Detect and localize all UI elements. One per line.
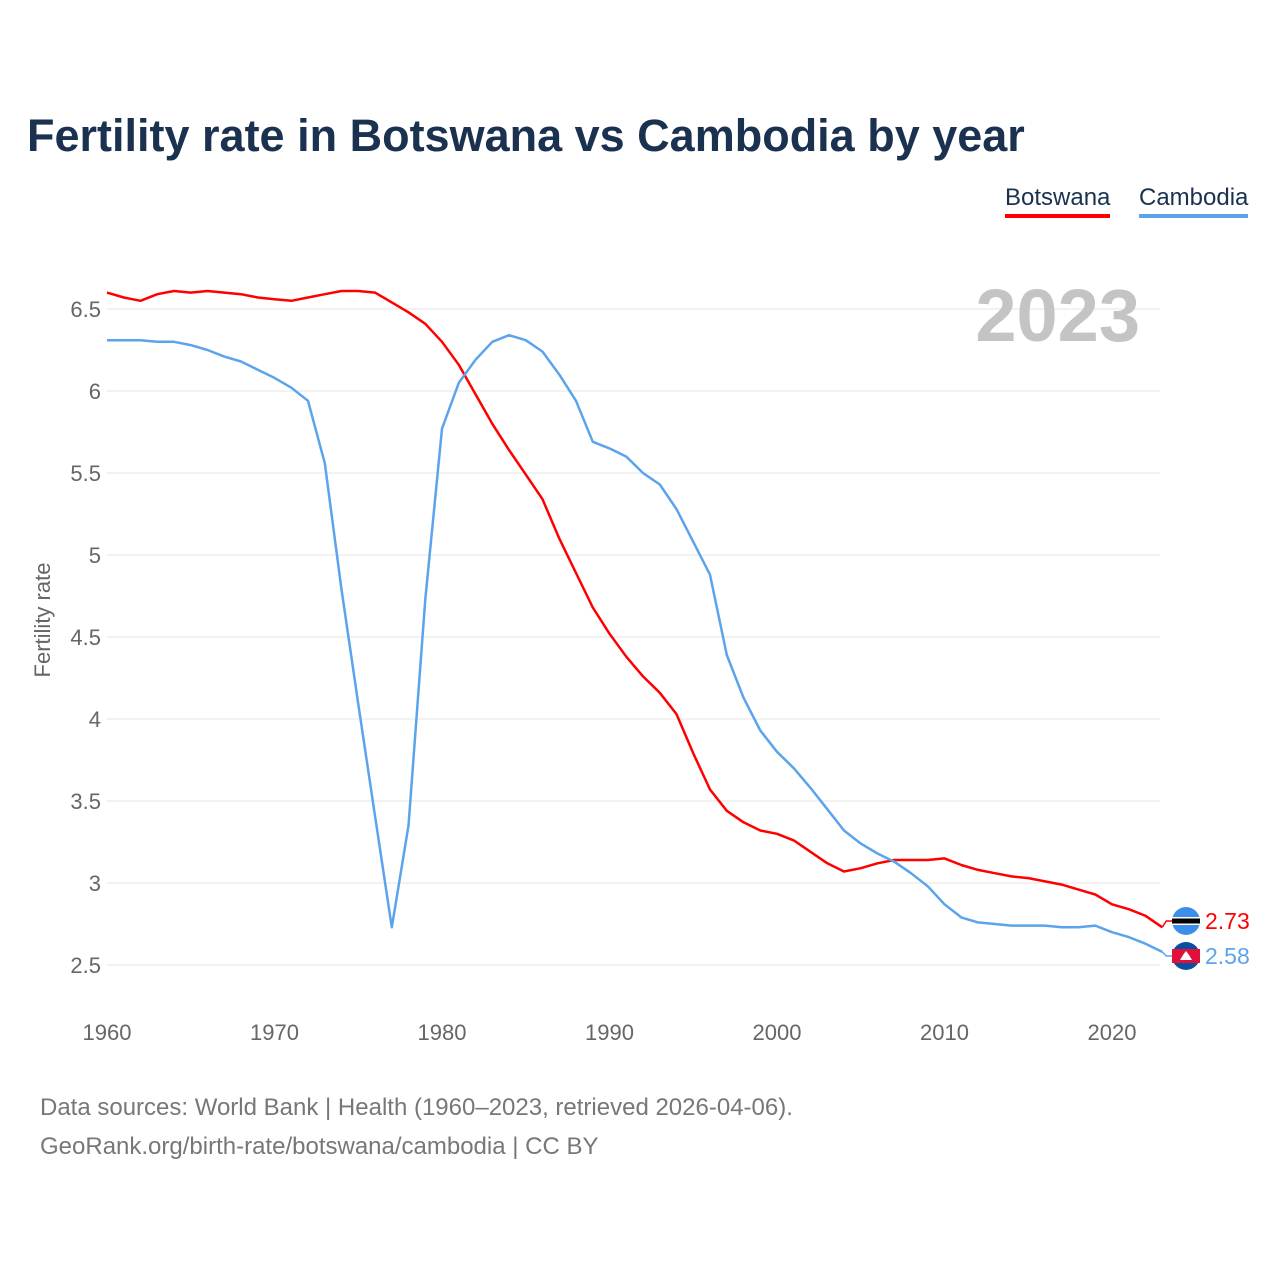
legend-cambodia[interactable]: Cambodia xyxy=(1139,184,1249,218)
source-note: Data sources: World Bank | Health (1960–… xyxy=(40,1088,793,1166)
cambodia-flag-icon xyxy=(1172,942,1200,970)
x-tick-label: 2000 xyxy=(753,1020,802,1045)
chart-title: Fertility rate in Botswana vs Cambodia b… xyxy=(27,110,1025,161)
x-tick-label: 1980 xyxy=(418,1020,467,1045)
y-tick-label: 5.5 xyxy=(70,461,101,486)
series-line-cambodia xyxy=(107,333,1163,954)
series-line-botswana xyxy=(106,289,1164,929)
end-connector xyxy=(1161,951,1172,957)
y-tick-label: 3.5 xyxy=(70,789,101,814)
y-tick-label: 4 xyxy=(89,707,101,732)
x-tick-label: 1960 xyxy=(83,1020,132,1045)
y-tick-label: 3 xyxy=(89,871,101,896)
x-tick-label: 1970 xyxy=(250,1020,299,1045)
year-watermark: 2023 xyxy=(975,274,1140,357)
source-line-2[interactable]: GeoRank.org/birth-rate/botswana/cambodia… xyxy=(40,1133,599,1160)
end-connector xyxy=(1161,920,1172,928)
y-axis-label: Fertility rate xyxy=(30,563,55,678)
y-tick-label: 6.5 xyxy=(70,297,101,322)
source-line-1: Data sources: World Bank | Health (1960–… xyxy=(40,1094,793,1121)
y-tick-label: 5 xyxy=(89,543,101,568)
y-tick-label: 4.5 xyxy=(70,625,101,650)
legend-botswana[interactable]: Botswana xyxy=(1005,184,1111,218)
x-tick-label: 2020 xyxy=(1088,1020,1137,1045)
x-tick-label: 1990 xyxy=(585,1020,634,1045)
end-value-label: 2.73 xyxy=(1205,908,1250,934)
y-tick-label: 2.5 xyxy=(70,953,101,978)
x-tick-label: 2010 xyxy=(920,1020,969,1045)
end-value-label: 2.58 xyxy=(1205,943,1250,969)
botswana-flag-icon xyxy=(1172,907,1200,935)
y-tick-label: 6 xyxy=(89,379,101,404)
